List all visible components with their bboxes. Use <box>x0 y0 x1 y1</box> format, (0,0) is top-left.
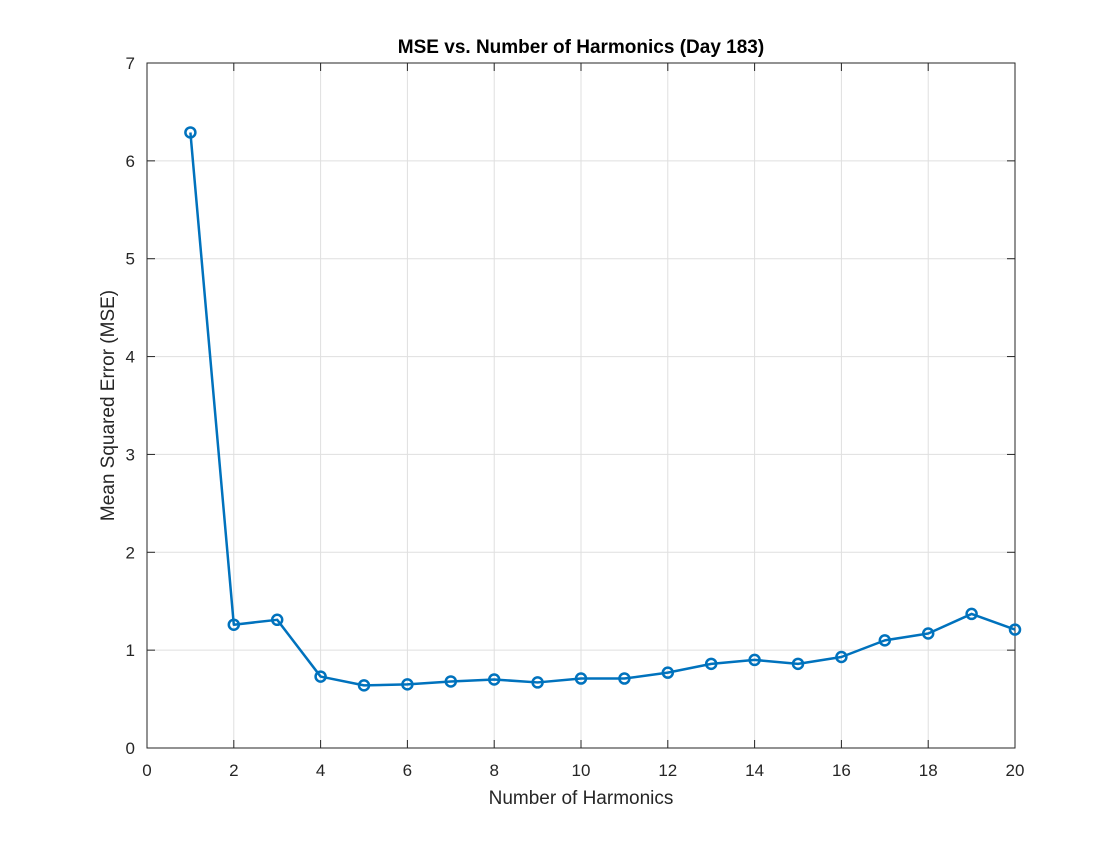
y-tick-label: 4 <box>126 348 135 367</box>
x-tick-label: 6 <box>403 761 412 780</box>
y-tick-label: 7 <box>126 54 135 73</box>
y-tick-label: 1 <box>126 641 135 660</box>
x-axis-label: Number of Harmonics <box>489 788 674 809</box>
x-tick-label: 2 <box>229 761 238 780</box>
data-point-marker <box>531 676 544 689</box>
data-point-marker <box>878 634 892 647</box>
x-tick-label: 14 <box>745 761 764 780</box>
data-point-marker <box>487 673 501 686</box>
y-tick-label: 2 <box>126 543 135 562</box>
data-point-marker <box>574 672 588 685</box>
x-tick-label: 20 <box>1006 761 1025 780</box>
y-axis-label: Mean Squared Error (MSE) <box>98 290 119 521</box>
data-point-marker <box>357 679 371 692</box>
data-point-marker <box>791 657 805 671</box>
data-point-marker <box>184 126 197 139</box>
data-point-marker <box>835 650 848 664</box>
x-tick-label: 12 <box>658 761 677 780</box>
x-tick-label: 10 <box>572 761 591 780</box>
x-tick-label: 8 <box>489 761 498 780</box>
x-tick-label: 16 <box>832 761 851 780</box>
data-point-marker <box>270 613 284 627</box>
y-tick-label: 3 <box>126 445 135 464</box>
data-point-marker <box>401 678 414 691</box>
chart-title: MSE vs. Number of Harmonics (Day 183) <box>398 37 764 58</box>
data-point-marker <box>227 618 241 631</box>
data-series <box>184 126 1022 692</box>
y-tick-label: 5 <box>126 250 135 269</box>
x-tick-label: 4 <box>316 761 325 780</box>
x-tick-label: 18 <box>919 761 938 780</box>
grid <box>147 63 1015 748</box>
y-tick-label: 6 <box>126 152 135 171</box>
data-point-marker <box>965 607 978 621</box>
data-point-marker <box>1008 623 1022 636</box>
series-line <box>189 132 1016 687</box>
data-point-marker <box>618 672 631 685</box>
data-point-marker <box>314 670 327 683</box>
data-point-marker <box>444 675 458 688</box>
y-tick-label: 0 <box>126 739 135 758</box>
data-point-marker <box>704 657 718 671</box>
data-point-marker <box>661 666 675 679</box>
data-point-marker <box>921 627 935 640</box>
data-point-marker <box>748 653 761 667</box>
x-tick-label: 0 <box>142 761 151 780</box>
